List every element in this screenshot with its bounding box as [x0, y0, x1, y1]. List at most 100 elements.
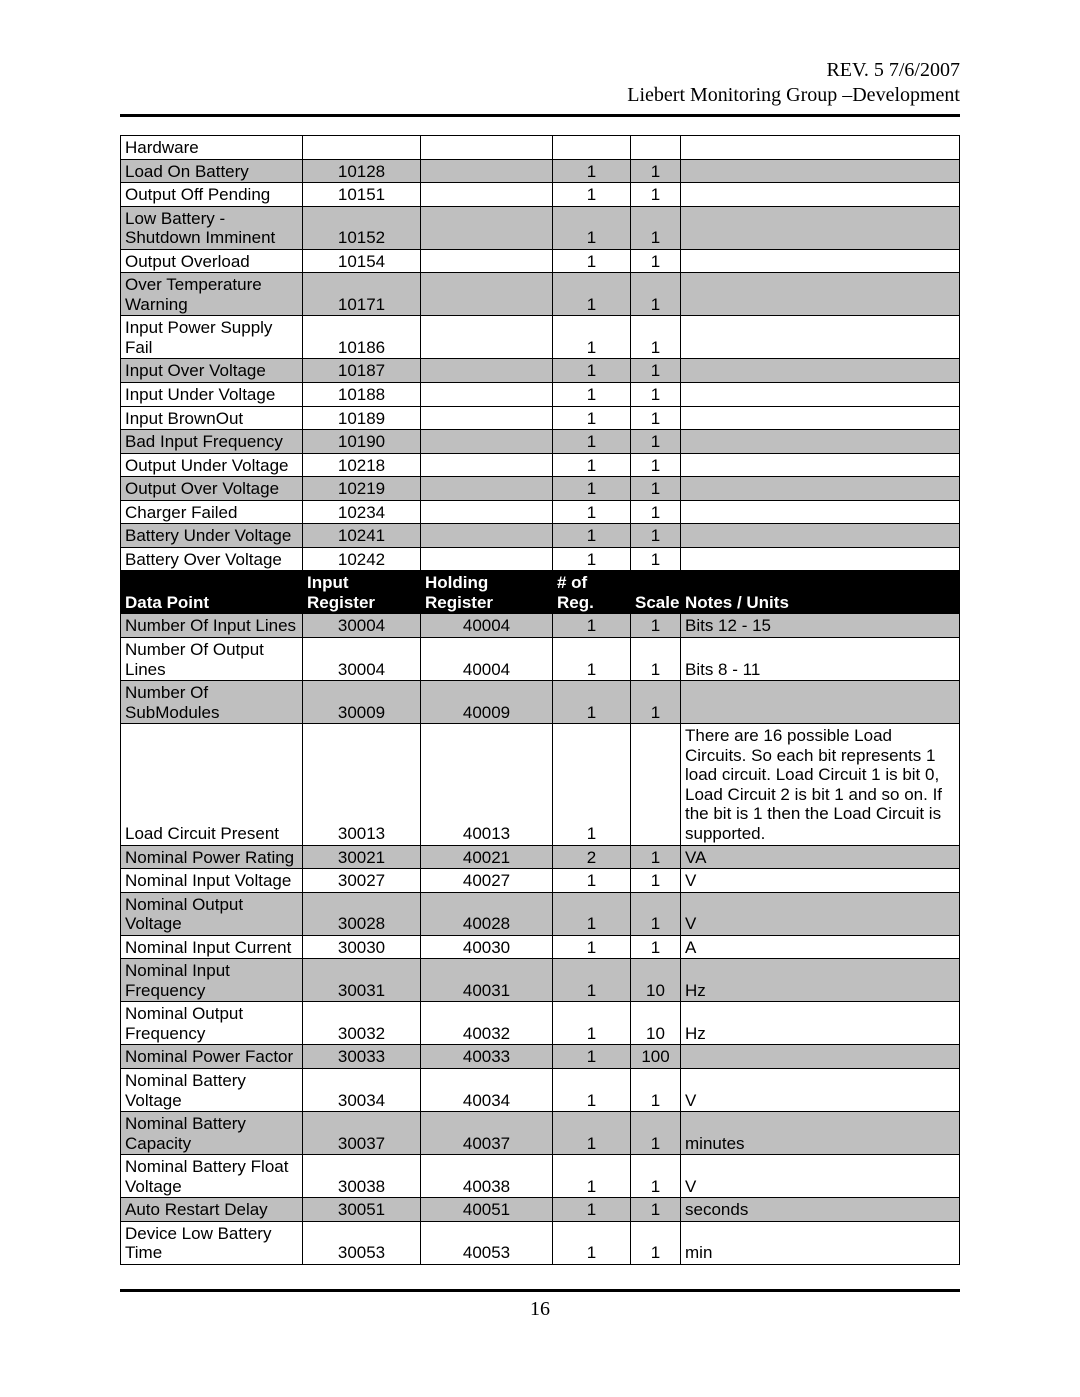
- table-cell: 1: [631, 206, 681, 249]
- table-cell: [631, 724, 681, 845]
- table-cell: Nominal Battery Capacity: [121, 1112, 303, 1155]
- table-cell: Low Battery - Shutdown Imminent: [121, 206, 303, 249]
- table-cell: 30004: [303, 638, 421, 681]
- table-cell: [681, 206, 960, 249]
- table-cell: [421, 430, 553, 454]
- table-cell: 1: [631, 524, 681, 548]
- table-cell: 1: [553, 681, 631, 724]
- table-cell: 1: [631, 892, 681, 935]
- table-cell: 10218: [303, 453, 421, 477]
- table-cell: Output Under Voltage: [121, 453, 303, 477]
- register-table: HardwareLoad On Battery1012811Output Off…: [120, 135, 960, 1265]
- table-cell: 1: [631, 869, 681, 893]
- table-cell: 1: [553, 1221, 631, 1264]
- table-cell: 1: [553, 935, 631, 959]
- table-cell: 1: [553, 1045, 631, 1069]
- table-cell: [421, 406, 553, 430]
- table-cell: V: [681, 869, 960, 893]
- table-cell: 1: [631, 159, 681, 183]
- table-cell: [681, 383, 960, 407]
- table-cell: 1: [631, 614, 681, 638]
- table-cell: Battery Over Voltage: [121, 547, 303, 571]
- table-cell: 1: [553, 869, 631, 893]
- table-cell: 40004: [421, 614, 553, 638]
- table-cell: 40013: [421, 724, 553, 845]
- table-cell: [303, 136, 421, 160]
- table-row: Battery Over Voltage1024211: [121, 547, 960, 571]
- table-cell: 1: [631, 1221, 681, 1264]
- table-cell: Nominal Power Rating: [121, 845, 303, 869]
- table-cell: 10128: [303, 159, 421, 183]
- table-cell: [681, 453, 960, 477]
- table-cell: Auto Restart Delay: [121, 1198, 303, 1222]
- table-cell: 10171: [303, 273, 421, 316]
- table-cell: [421, 383, 553, 407]
- table-cell: There are 16 possible Load Circuits. So …: [681, 724, 960, 845]
- table-cell: 1: [553, 406, 631, 430]
- table-row: Number Of Input Lines300044000411Bits 12…: [121, 614, 960, 638]
- table-cell: 40027: [421, 869, 553, 893]
- table-cell: Output Over Voltage: [121, 477, 303, 501]
- table-row: Nominal Battery Float Voltage30038400381…: [121, 1155, 960, 1198]
- table-cell: Input Power Supply Fail: [121, 316, 303, 359]
- table-cell: 40030: [421, 935, 553, 959]
- table-cell: [681, 316, 960, 359]
- table-row: Bad Input Frequency1019011: [121, 430, 960, 454]
- table-row: Output Over Voltage1021911: [121, 477, 960, 501]
- table-cell: 1: [553, 453, 631, 477]
- table-cell: 40009: [421, 681, 553, 724]
- table-cell: 1: [631, 183, 681, 207]
- table-cell: 1: [631, 359, 681, 383]
- table-cell: 100: [631, 1045, 681, 1069]
- table-cell: 1: [553, 524, 631, 548]
- table-row: Nominal Input Voltage300274002711V: [121, 869, 960, 893]
- table-cell: 1: [631, 935, 681, 959]
- table-cell: 1: [553, 249, 631, 273]
- table-row: Output Overload1015411: [121, 249, 960, 273]
- table-row: Low Battery - Shutdown Imminent1015211: [121, 206, 960, 249]
- table-cell: [681, 547, 960, 571]
- table-row: Output Off Pending1015111: [121, 183, 960, 207]
- table-cell: 40032: [421, 1002, 553, 1045]
- table-cell: [681, 524, 960, 548]
- table-cell: Input Under Voltage: [121, 383, 303, 407]
- table-cell: [631, 136, 681, 160]
- table-cell: [681, 477, 960, 501]
- table-row: Nominal Battery Capacity300374003711minu…: [121, 1112, 960, 1155]
- table-cell: 10: [631, 959, 681, 1002]
- table-cell: Nominal Input Frequency: [121, 959, 303, 1002]
- table-cell: 1: [631, 453, 681, 477]
- table-cell: 1: [631, 316, 681, 359]
- table-cell: 10234: [303, 500, 421, 524]
- table-cell: 1: [553, 206, 631, 249]
- table-cell: 30037: [303, 1112, 421, 1155]
- table-cell: 40031: [421, 959, 553, 1002]
- table-cell: 10189: [303, 406, 421, 430]
- table-cell: 1: [631, 1155, 681, 1198]
- table-cell: 1: [553, 614, 631, 638]
- table-cell: 1: [553, 159, 631, 183]
- table-cell: 30028: [303, 892, 421, 935]
- table-cell: V: [681, 1068, 960, 1111]
- table-cell: [681, 159, 960, 183]
- table-cell: Nominal Input Voltage: [121, 869, 303, 893]
- table-cell: 1: [631, 547, 681, 571]
- table-cell: [553, 136, 631, 160]
- table-cell: [421, 453, 553, 477]
- table-cell: 40037: [421, 1112, 553, 1155]
- table-cell: [681, 183, 960, 207]
- table-cell: [421, 524, 553, 548]
- table-cell: 2: [553, 845, 631, 869]
- table-cell: [421, 206, 553, 249]
- table-cell: [421, 359, 553, 383]
- table-cell: 1: [631, 477, 681, 501]
- table-cell: 40004: [421, 638, 553, 681]
- table-row: Nominal Output Voltage300284002811V: [121, 892, 960, 935]
- table-cell: Output Overload: [121, 249, 303, 273]
- table-cell: minutes: [681, 1112, 960, 1155]
- table-cell: 1: [631, 249, 681, 273]
- table-cell: Input Over Voltage: [121, 359, 303, 383]
- table-cell: 1: [631, 1198, 681, 1222]
- table-row: Nominal Battery Voltage300344003411V: [121, 1068, 960, 1111]
- table-cell: 40038: [421, 1155, 553, 1198]
